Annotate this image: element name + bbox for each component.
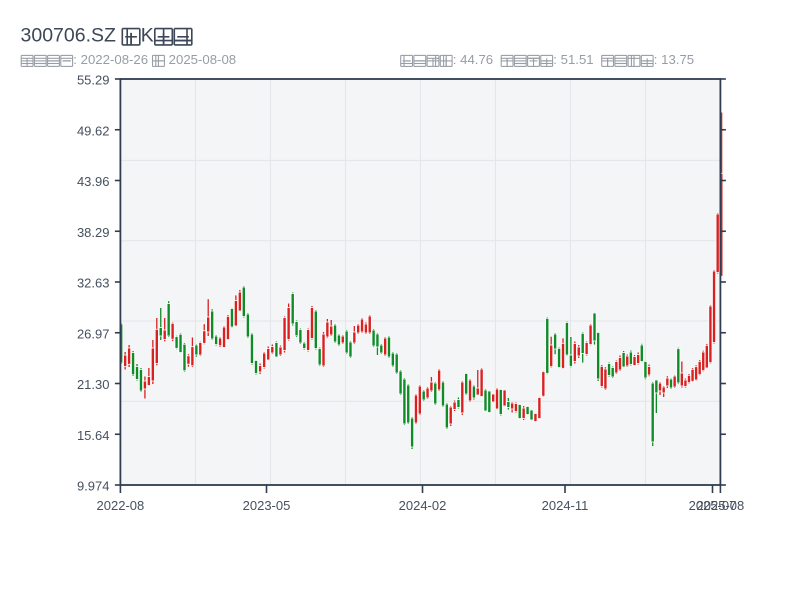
svg-text:2025-08: 2025-08	[697, 498, 745, 513]
svg-text:49.62: 49.62	[77, 123, 110, 138]
svg-text:21.30: 21.30	[77, 377, 110, 392]
svg-text:15.64: 15.64	[77, 428, 110, 443]
svg-text:32.63: 32.63	[77, 276, 110, 291]
svg-text:9.974: 9.974	[77, 479, 110, 494]
svg-text:38.29: 38.29	[77, 225, 110, 240]
svg-text:43.96: 43.96	[77, 174, 110, 189]
svg-text:55.29: 55.29	[77, 73, 110, 88]
svg-text:2025-08-08: 2025-08-08	[165, 52, 236, 67]
svg-text:26.97: 26.97	[77, 326, 110, 341]
svg-text:2024-11: 2024-11	[542, 498, 589, 513]
svg-text:2024-02: 2024-02	[399, 498, 447, 513]
svg-text:K: K	[141, 25, 154, 47]
svg-text:: 2022-08-26: : 2022-08-26	[73, 52, 151, 67]
svg-text:: 44.76: : 44.76	[453, 52, 501, 67]
svg-text:300706.SZ: 300706.SZ	[21, 25, 122, 47]
svg-text:2023-05: 2023-05	[243, 498, 291, 513]
svg-text:2025-07: 2025-07	[689, 498, 737, 513]
svg-text:: 51.51: : 51.51	[553, 52, 601, 67]
svg-text:2022-08: 2022-08	[97, 498, 145, 513]
svg-text:: 13.75: : 13.75	[654, 52, 694, 67]
